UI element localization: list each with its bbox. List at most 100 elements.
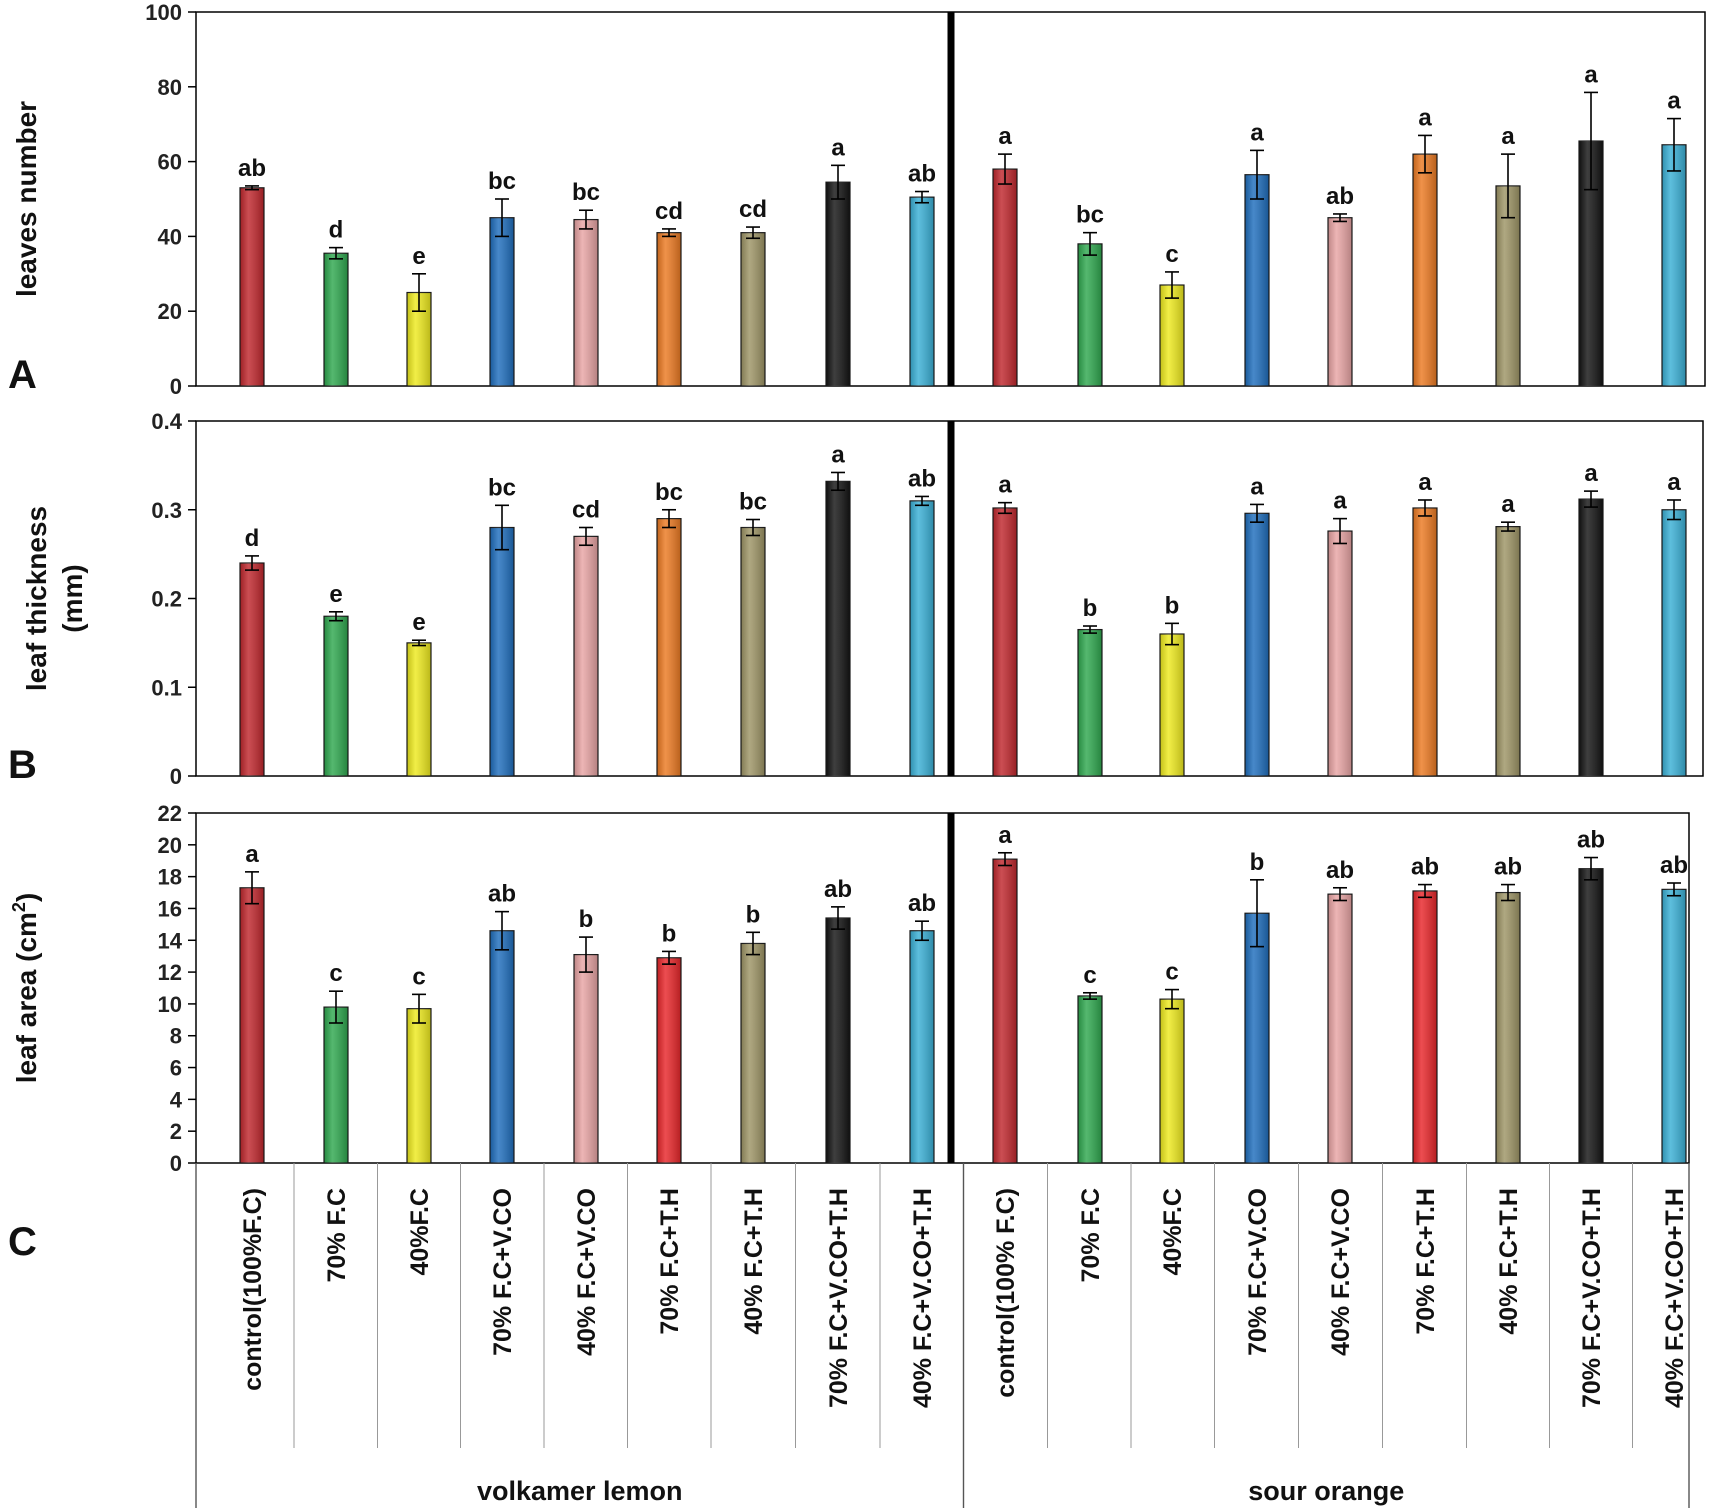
category-label: 70% F.C+V.CO [1244, 1188, 1272, 1356]
significance-letter: c [1083, 962, 1096, 989]
bar-shading [1579, 499, 1603, 776]
bar-group: ab [1494, 854, 1522, 1164]
bar-group: ab [908, 890, 936, 1164]
bar-shading [1413, 154, 1437, 386]
y-tick-label: 0 [170, 764, 182, 789]
bar-shading [1579, 868, 1603, 1163]
significance-letter: b [746, 901, 761, 928]
y-tick-label: 12 [158, 960, 182, 985]
y-tick-label: 20 [158, 299, 182, 324]
bar-shading [1078, 243, 1102, 386]
bar-group: ab [238, 155, 266, 387]
significance-letter: c [1165, 241, 1178, 268]
y-tick-label: 14 [158, 928, 183, 953]
significance-letter: a [1584, 460, 1598, 487]
significance-letter: b [1083, 595, 1098, 622]
bar-group: ab [488, 881, 516, 1164]
panel-letter: A [8, 353, 37, 397]
bar-group: b [1077, 595, 1103, 777]
category-label: 70% F.C+V.CO+T.H [1578, 1188, 1606, 1408]
significance-letter: ab [1326, 183, 1354, 210]
significance-letter: a [831, 134, 845, 161]
bar-group: b [740, 901, 766, 1164]
bar-shading [1160, 999, 1184, 1163]
significance-letter: a [1418, 469, 1432, 496]
bar-shading [1496, 892, 1520, 1163]
bar-shading [1662, 509, 1686, 776]
y-axis-title: leaf thickness [21, 506, 52, 691]
bar-shading [1078, 629, 1102, 776]
significance-letter: e [412, 609, 425, 636]
y-tick-label: 18 [158, 865, 182, 890]
bar-shading [910, 500, 934, 776]
bar-shading [240, 887, 264, 1163]
category-label: 40%F.C [406, 1188, 434, 1276]
bar-group: bc [488, 168, 516, 387]
y-axis-title-main: leaf area (cm [11, 912, 42, 1083]
species-group-label: sour orange [1248, 1476, 1404, 1506]
y-tick-label: 22 [158, 801, 182, 826]
significance-letter: ab [908, 161, 936, 188]
bar-group: a [1578, 460, 1604, 777]
bar-group: c [1159, 959, 1185, 1164]
significance-letter: a [1250, 473, 1264, 500]
bar-group: ab [908, 465, 936, 777]
category-label: 40%F.C [1159, 1188, 1187, 1276]
significance-letter: cd [739, 196, 767, 223]
bar-shading [657, 957, 681, 1163]
panel-letter: B [8, 743, 37, 787]
bar-group: a [1578, 61, 1604, 387]
category-axis: control(100%F.C) 70% F.C 40%F.C 70% F.C+V.C… [195, 1163, 1690, 1508]
significance-letter: ab [1494, 854, 1522, 881]
bar-shading [826, 182, 850, 386]
bar-shading [490, 527, 514, 776]
bar-group: b [1159, 592, 1185, 777]
bar-group: bc [488, 474, 516, 777]
bar-group: a [992, 822, 1018, 1164]
bar-group: d [239, 525, 265, 777]
y-tick-label: 8 [170, 1024, 182, 1049]
significance-letter: b [1165, 592, 1180, 619]
bar-group: a [1495, 491, 1521, 777]
bar-shading [574, 219, 598, 386]
bar-group: e [406, 609, 432, 777]
bar-shading [826, 918, 850, 1163]
bar-shading [741, 232, 765, 386]
y-axis-title-unit: (mm) [57, 564, 88, 632]
bar-group: c [1159, 241, 1185, 387]
bar-group: b [573, 906, 599, 1164]
bar-group: cd [655, 198, 683, 387]
bar-shading [1413, 507, 1437, 776]
y-tick-label: 0.2 [151, 587, 182, 612]
bar-group: ab [1326, 857, 1354, 1164]
bar-shading [657, 518, 681, 776]
significance-letter: cd [655, 198, 683, 225]
category-label: control(100%F.C) [239, 1188, 267, 1391]
bar-group: cd [739, 196, 767, 387]
bar-group: a [825, 134, 851, 387]
y-axis-title-superscript: 2 [9, 902, 29, 912]
y-axis-title-close: ) [11, 893, 42, 902]
bar-group: d [323, 217, 349, 387]
significance-letter: a [1501, 123, 1515, 150]
significance-letter: a [1333, 488, 1347, 515]
bar-shading [574, 536, 598, 776]
bar-group: c [323, 960, 349, 1164]
bar-group: ab [1411, 854, 1439, 1164]
bar-shading [1662, 144, 1686, 386]
bar-shading [574, 954, 598, 1163]
y-tick-label: 20 [158, 833, 182, 858]
category-label: 70% F.C [323, 1188, 351, 1282]
significance-letter: ab [908, 890, 936, 917]
bar-group: cd [572, 497, 600, 777]
significance-letter: ab [488, 881, 516, 908]
bar-shading [490, 217, 514, 386]
category-label: 40% F.C+V.CO [573, 1188, 601, 1356]
bar-group: bc [655, 479, 683, 777]
significance-letter: a [1667, 469, 1681, 496]
significance-letter: a [1584, 61, 1598, 88]
category-label: 70% F.C+V.CO+T.H [825, 1188, 853, 1408]
significance-letter: bc [655, 479, 683, 506]
significance-letter: ab [908, 465, 936, 492]
